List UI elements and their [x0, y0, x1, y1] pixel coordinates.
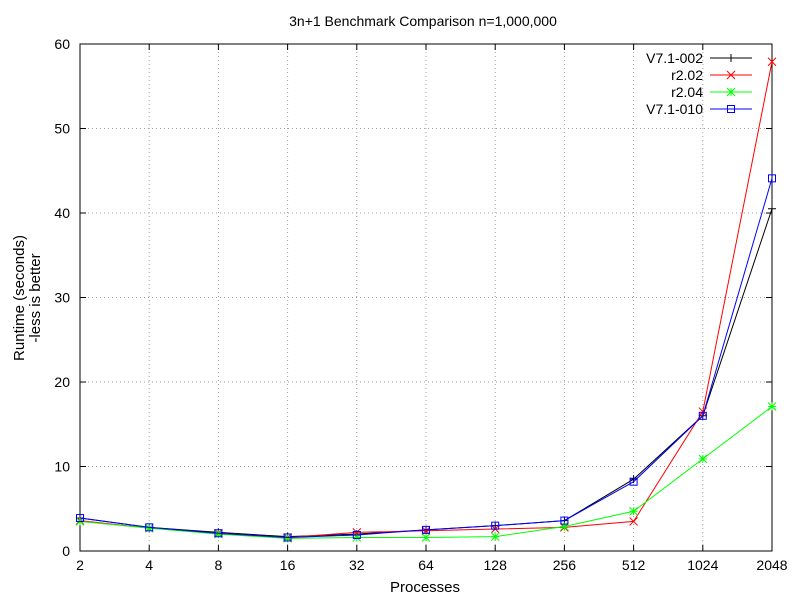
data-point-marker [352, 530, 361, 539]
series-r2.04 [75, 402, 777, 543]
x-tick-label: 64 [418, 557, 434, 573]
data-point-marker [698, 407, 708, 416]
x-tick-label: 4 [145, 557, 153, 573]
legend-label: V7.1-002 [646, 50, 703, 66]
data-point-marker [767, 57, 777, 67]
data-point-marker [767, 402, 777, 411]
x-tick-label: 8 [215, 557, 223, 573]
data-point-marker [726, 70, 736, 80]
y-tick-label: 10 [54, 459, 70, 475]
data-point-marker [352, 533, 362, 542]
data-point-marker [768, 204, 776, 213]
data-point-marker [421, 533, 431, 542]
x-tick-label: 1024 [687, 557, 718, 573]
data-point-marker [491, 521, 500, 530]
data-point-marker [214, 529, 223, 538]
data-point-marker [422, 525, 430, 534]
data-point-marker [490, 532, 500, 541]
data-point-marker [144, 523, 154, 533]
data-point-marker [560, 522, 569, 531]
data-point-marker [698, 454, 708, 464]
grid [80, 44, 772, 551]
series-V7.1-010 [76, 174, 776, 542]
data-point-marker [698, 411, 707, 420]
legend-label: V7.1-010 [646, 101, 703, 117]
chart-title: 3n+1 Benchmark Comparison n=1,000,000 [289, 13, 557, 29]
legend-label: r2.04 [671, 84, 703, 100]
data-point-marker [560, 516, 569, 525]
x-tick-label: 2048 [756, 557, 787, 573]
data-point-marker [283, 533, 292, 543]
series [75, 57, 777, 543]
x-tick-label: 128 [484, 557, 508, 573]
data-point-marker [727, 54, 735, 62]
x-tick-label: 2 [76, 557, 84, 573]
legend-label: r2.02 [671, 67, 703, 83]
x-tick-label: 32 [349, 557, 365, 573]
x-tick-label: 256 [553, 557, 577, 573]
x-tick-label: 16 [280, 557, 296, 573]
y-tick-label: 30 [54, 290, 70, 306]
x-tick-label: 512 [622, 557, 646, 573]
y-axis-label-line2: -less is better [27, 253, 44, 342]
data-point-marker [214, 529, 223, 539]
data-point-marker [629, 517, 638, 526]
y-tick-label: 40 [54, 205, 70, 221]
y-tick-label: 20 [54, 374, 70, 390]
data-point-marker [283, 533, 292, 542]
data-point-marker [629, 506, 638, 516]
axes: 0 10 20 30 40 50 60 2 4 8 16 32 64 128 256 512 1024 2048 [54, 36, 787, 573]
data-point-marker [629, 477, 638, 486]
y-tick-label: 0 [62, 543, 70, 559]
data-point-marker [726, 87, 736, 97]
series-line [79, 178, 773, 538]
data-point-marker [145, 523, 154, 532]
y-tick-label: 60 [54, 36, 70, 52]
data-point-marker [768, 174, 776, 183]
data-point-marker [76, 514, 84, 523]
x-axis-label: Processes [390, 579, 460, 596]
data-point-marker [727, 105, 735, 113]
y-axis-label-line1: Runtime (seconds) [11, 235, 28, 361]
y-tick-label: 50 [54, 121, 70, 137]
